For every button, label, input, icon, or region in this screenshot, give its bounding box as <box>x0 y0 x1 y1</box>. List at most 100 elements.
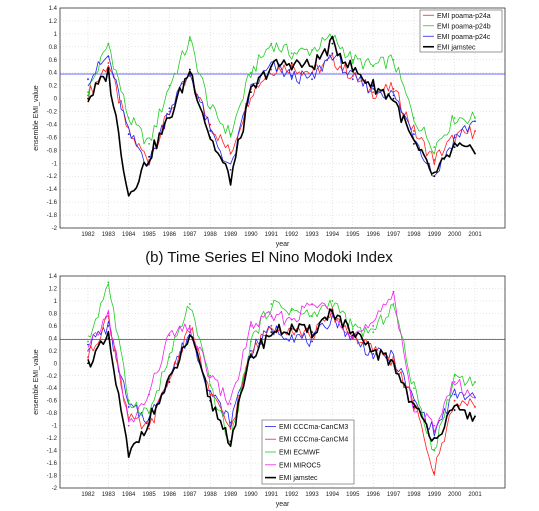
data-point <box>229 427 232 430</box>
data-point <box>127 406 130 408</box>
x-tick-label: 1993 <box>305 232 319 238</box>
data-point <box>453 117 456 119</box>
data-point <box>270 42 273 45</box>
y-tick-label: 1.4 <box>49 6 58 12</box>
data-point <box>87 349 89 352</box>
data-point <box>168 107 171 110</box>
legend-box <box>419 9 503 53</box>
y-tick-label: -0.2 <box>47 374 58 380</box>
x-tick-label: 1986 <box>163 232 177 238</box>
data-point <box>311 340 313 343</box>
legend-entry: EMI jamstec <box>279 475 318 482</box>
legend-entry: EMI MIROC5 <box>279 462 321 469</box>
data-point <box>290 328 293 330</box>
data-point <box>107 312 110 315</box>
data-point <box>412 130 415 132</box>
data-point <box>311 315 313 318</box>
data-point <box>474 396 476 399</box>
data-point <box>209 399 212 402</box>
data-point <box>311 65 313 68</box>
y-tick-label: 0.4 <box>49 336 58 342</box>
y-tick-label: -2 <box>52 226 58 232</box>
data-point <box>433 449 436 452</box>
data-point <box>351 75 354 77</box>
x-tick-label: 2000 <box>448 232 462 238</box>
data-point <box>87 78 89 81</box>
x-tick-label: 1994 <box>326 232 340 238</box>
data-point <box>148 142 151 145</box>
data-point <box>127 399 130 402</box>
data-point <box>372 353 375 355</box>
y-tick-label: 0.8 <box>49 311 58 317</box>
data-point <box>392 97 395 100</box>
data-point <box>270 303 273 305</box>
data-point <box>87 343 89 346</box>
y-tick-label: 1 <box>54 32 58 38</box>
legend-entry: EMI CCCma-CanCM4 <box>279 437 348 444</box>
data-point <box>412 406 415 408</box>
data-point <box>331 52 334 55</box>
series-line <box>87 53 476 166</box>
x-tick-label: 1990 <box>244 232 258 238</box>
data-point <box>107 62 110 64</box>
y-tick-label: -0.2 <box>47 110 58 116</box>
data-point <box>412 133 415 136</box>
data-point <box>290 75 293 77</box>
x-tick-label: 1982 <box>81 492 95 498</box>
y-tick-label: 0.8 <box>49 45 58 51</box>
data-point <box>229 168 232 171</box>
data-point <box>209 136 212 139</box>
data-point <box>372 65 375 68</box>
data-point <box>290 62 293 64</box>
data-point <box>311 78 313 81</box>
legend-entry: EMI poama-p24c <box>437 34 491 41</box>
legend-box <box>261 419 355 485</box>
x-tick-label: 1985 <box>142 492 156 498</box>
data-point <box>392 303 395 305</box>
data-point <box>474 117 476 119</box>
data-point <box>127 133 130 136</box>
data-point <box>474 381 476 383</box>
data-point <box>331 42 334 45</box>
y-tick-label: -1.8 <box>47 213 58 219</box>
data-point <box>87 97 89 100</box>
x-tick-label: 1984 <box>122 492 136 498</box>
x-tick-label: 1985 <box>142 232 156 238</box>
x-tick-label: 1987 <box>183 232 197 238</box>
data-point <box>453 136 456 139</box>
x-tick-label: 1988 <box>204 492 218 498</box>
y-tick-label: 0.2 <box>49 349 58 355</box>
y-tick-label: 0.4 <box>49 71 58 77</box>
y-tick-label: -1.4 <box>47 187 58 193</box>
y-tick-label: -2 <box>52 486 58 492</box>
data-point <box>127 117 130 119</box>
x-tick-label: 1991 <box>265 492 279 498</box>
data-point <box>412 399 415 402</box>
data-point <box>250 356 252 358</box>
data-point <box>474 130 476 132</box>
data-point <box>412 117 415 119</box>
data-point <box>168 84 171 87</box>
x-tick-label: 2000 <box>448 492 462 498</box>
data-point <box>127 424 130 427</box>
x-tick-label: 2001 <box>468 232 482 238</box>
x-tick-label: 1986 <box>163 492 177 498</box>
data-point <box>148 412 151 415</box>
data-point <box>351 68 354 71</box>
data-point <box>372 84 375 87</box>
y-tick-label: -1.4 <box>47 449 58 455</box>
x-axis-label: year <box>276 501 290 508</box>
data-point <box>250 340 252 343</box>
data-point <box>209 374 212 377</box>
chart-bottom: -2 -1.8 -1.6 -1.4 -1.2 -1 -0.8 -0.6 -0.4 -0.2 0 0.2… <box>33 274 506 508</box>
data-point <box>290 309 293 312</box>
data-point <box>148 427 151 430</box>
data-point <box>433 175 436 178</box>
x-tick-label: 1991 <box>265 232 279 238</box>
data-point <box>351 334 354 337</box>
y-tick-label: 1.2 <box>49 19 58 25</box>
data-point <box>250 324 252 327</box>
data-point <box>168 356 171 358</box>
data-point <box>290 334 293 337</box>
data-point <box>453 409 456 411</box>
